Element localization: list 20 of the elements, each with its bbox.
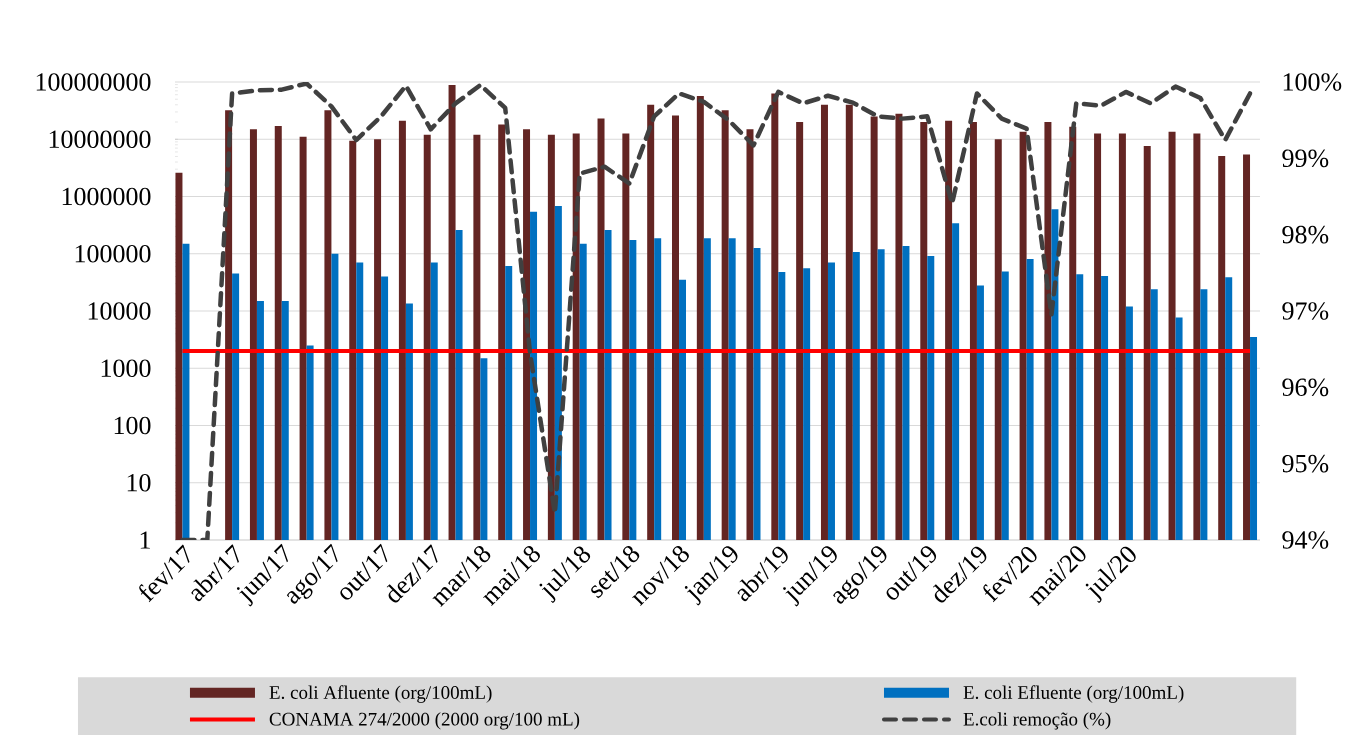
y2-tick-label: 98%: [1282, 225, 1329, 244]
y2-tick-label: 99%: [1282, 149, 1329, 168]
y-tick-label: 100: [114, 416, 151, 435]
y-tick-label: 1000000: [62, 187, 151, 206]
y-tick-label: 100000: [75, 244, 151, 263]
legend-label: CONAMA 274/2000 (2000 org/100 mL): [269, 712, 580, 730]
y-tick-label: 100000000: [36, 73, 151, 91]
y2-tick-label: 97%: [1282, 302, 1329, 320]
y-tick-label: 10000000: [49, 130, 151, 149]
y2-tick-label: 94%: [1282, 531, 1329, 549]
y-tick-label: 10: [127, 473, 151, 492]
legend-label: E. coli Afluente (org/100mL): [269, 685, 492, 703]
y2-tick-label: 100%: [1283, 73, 1342, 91]
legend-label: E.coli remoção (%): [963, 712, 1111, 730]
y-tick-label: 10000: [88, 302, 151, 320]
legend-label: E. coli Efluente (org/100mL): [963, 685, 1184, 703]
y-tick-label: 1000: [101, 359, 151, 378]
y2-tick-label: 96%: [1282, 378, 1329, 397]
line-series: [180, 82, 1253, 540]
y2-tick-label: 95%: [1282, 454, 1329, 473]
